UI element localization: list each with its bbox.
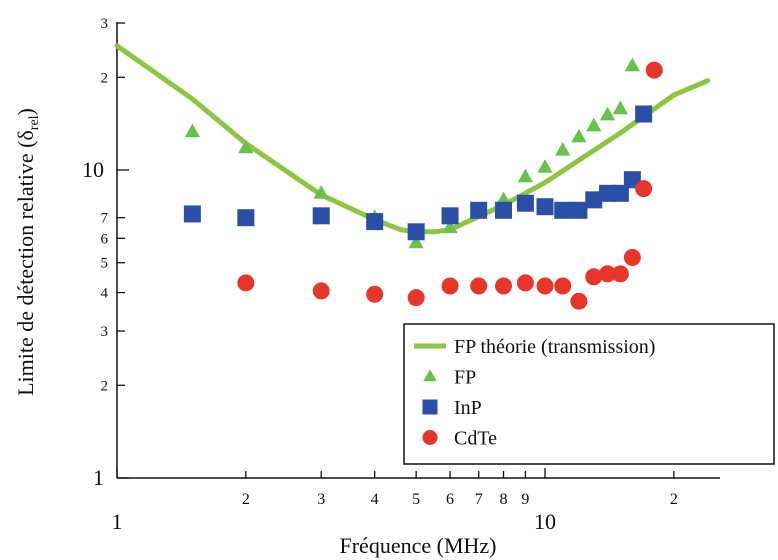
theory-line (114, 43, 711, 235)
data-point (470, 277, 488, 295)
data-point (599, 265, 617, 283)
y-axis-title-main: Limite de détection relative (δ (13, 130, 38, 396)
x-tick-label: 9 (521, 491, 529, 508)
data-point (585, 268, 603, 286)
y-tick-label: 3 (101, 16, 109, 32)
data-point (537, 159, 553, 173)
data-point (470, 201, 488, 219)
legend-marker (422, 399, 438, 415)
data-point (612, 100, 629, 115)
data-point (623, 248, 641, 266)
legend-label: FP (454, 367, 476, 389)
y-tick-label: 2 (101, 70, 109, 86)
data-point (611, 265, 629, 283)
data-point (599, 106, 616, 121)
x-tick-label: 4 (371, 491, 379, 508)
data-point (599, 184, 617, 202)
data-point (516, 274, 534, 292)
x-tick-label: 10 (534, 509, 556, 534)
series-inp (183, 105, 653, 241)
x-tick-label: 2 (670, 491, 678, 508)
data-point (516, 194, 534, 212)
x-axis-ticks: 1 2 3 4 5 6 7 8 9 10 2 (112, 468, 678, 534)
data-point (586, 117, 602, 132)
legend-symbol (422, 399, 438, 415)
x-tick-label: 8 (500, 491, 508, 508)
data-point (312, 282, 330, 300)
legend-label: InP (454, 397, 482, 419)
legend-marker (423, 369, 437, 382)
y-tick-label: 5 (101, 256, 109, 272)
series-fp (184, 57, 641, 249)
y-axis-title-close: ) (13, 108, 38, 115)
data-point (366, 213, 384, 231)
data-point (313, 185, 329, 199)
y-axis-title: Limite de détection relative (δrel) (13, 108, 42, 396)
data-point (238, 139, 254, 154)
legend-label: CdTe (454, 428, 497, 450)
data-point (407, 223, 425, 241)
data-point (441, 207, 459, 225)
x-tick-label: 7 (475, 491, 483, 508)
series-fp-th-orie-transmission- (114, 43, 711, 235)
data-point (571, 128, 587, 143)
legend-label: FP théorie (transmission) (454, 336, 655, 358)
data-point (585, 191, 603, 209)
data-point (536, 198, 554, 216)
y-axis-ticks: 1 2 3 4 5 6 7 10 2 3 (82, 16, 129, 490)
x-tick-label: 3 (317, 491, 325, 508)
data-point (366, 285, 384, 303)
data-point (441, 277, 459, 295)
data-point (495, 277, 513, 295)
y-tick-label: 2 (101, 378, 109, 394)
x-tick-label: 5 (412, 491, 420, 508)
data-point (645, 61, 663, 79)
x-tick-label: 2 (242, 491, 250, 508)
series-layer (114, 43, 711, 310)
series-cdte (237, 61, 663, 310)
data-point (536, 277, 554, 295)
x-axis-title: Fréquence (MHz) (340, 533, 497, 558)
data-point (408, 234, 424, 249)
data-point (237, 209, 255, 227)
y-tick-label: 4 (101, 286, 109, 302)
legend-symbol (423, 369, 437, 382)
data-point (442, 219, 458, 234)
data-point (517, 168, 534, 183)
data-point (635, 105, 653, 123)
y-tick-label: 10 (82, 157, 104, 182)
legend-marker (422, 430, 438, 445)
legend-box (403, 323, 775, 465)
y-tick-label: 3 (101, 324, 109, 340)
legend: FP théorie (transmission) FP InP CdTe (403, 323, 775, 465)
data-point (495, 201, 513, 219)
data-point (555, 141, 571, 156)
y-axis-title-subscript: rel (27, 115, 42, 130)
legend-symbol (422, 430, 438, 445)
data-point (312, 207, 330, 225)
data-point (554, 201, 572, 219)
data-point (570, 292, 588, 310)
data-point (611, 184, 629, 202)
data-point (184, 123, 201, 138)
data-point (624, 57, 641, 72)
data-point (237, 274, 255, 292)
x-tick-label: 1 (112, 509, 123, 534)
data-point (570, 201, 588, 219)
y-tick-label: 7 (101, 211, 109, 227)
x-tick-label: 6 (446, 491, 454, 508)
data-point (183, 205, 201, 223)
data-point (407, 289, 425, 307)
data-point (554, 277, 572, 295)
y-tick-label: 1 (93, 465, 104, 490)
y-tick-label: 6 (101, 231, 109, 247)
data-point (635, 180, 653, 198)
